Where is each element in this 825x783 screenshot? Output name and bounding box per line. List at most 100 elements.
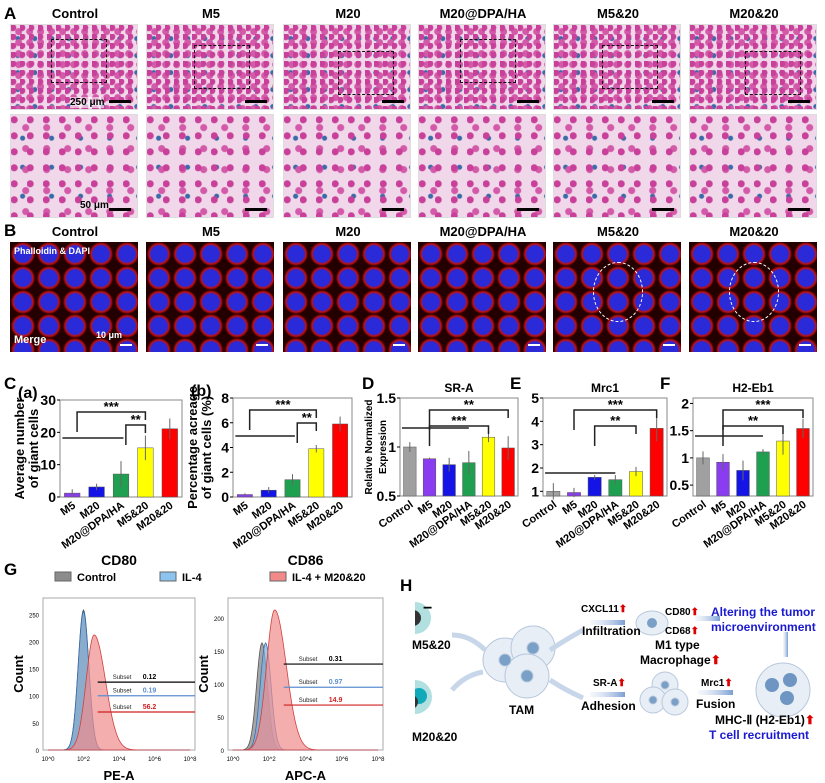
bar-M5 (422, 458, 437, 497)
bar-M20&20 (332, 423, 348, 498)
y-tick-label: 150 (214, 650, 225, 656)
histogram-IL-4 + M20&20 (48, 634, 190, 751)
plot-frame (692, 397, 814, 497)
y-tick-label: 0.5 (670, 477, 690, 493)
group-title: M20 (335, 224, 361, 239)
micrograph-zoomed (146, 114, 274, 218)
significance-bracket (428, 409, 509, 430)
significance-stars: ** (610, 413, 621, 428)
arrow-icon (590, 692, 625, 697)
subset-label: Subset (113, 705, 132, 711)
fluorescence-image (283, 242, 411, 352)
y-tick-label: 0 (36, 749, 40, 755)
y-tick-label: 2 (681, 395, 689, 411)
x-tick-label: 10^6 (148, 757, 161, 763)
y-tick-label: 3 (531, 437, 539, 453)
scale-bar (788, 100, 810, 103)
significance-stars: ** (748, 413, 759, 428)
y-tick-label: 0 (48, 489, 56, 505)
legend-swatch (269, 571, 287, 582)
diagram-graphics (415, 602, 811, 718)
giant-cell-outline (729, 262, 779, 322)
m1-macrophage-icon (635, 610, 669, 636)
significance-stars: ** (131, 412, 142, 427)
significance-stars: ** (464, 397, 475, 412)
panel-f-label: F (660, 374, 671, 393)
scale-bar (652, 208, 674, 211)
x-tick-label: 10^4 (113, 757, 126, 763)
bar-charts: (a)Average number of giant cells0102030M5… (12, 381, 814, 552)
micrograph-overview (689, 24, 817, 110)
x-tick-label: M5 (560, 499, 579, 518)
scale-bar (652, 100, 674, 103)
tam-cells-icon (482, 625, 556, 699)
bar-M5&20 (481, 436, 496, 497)
group-title: M5 (201, 6, 221, 21)
y-axis-label: Count (196, 655, 211, 693)
panel-e-label: E (510, 374, 522, 393)
scalebar-label: 10 μm (96, 330, 123, 340)
subset-value: 0.97 (329, 679, 343, 686)
panel-b-label: B (4, 221, 17, 240)
scalebar-label-bottom: 50 μm (80, 200, 109, 211)
group-title: M5&20 (597, 224, 639, 239)
scale-bar (120, 344, 132, 346)
sub-panel-label: (a) (18, 385, 38, 402)
arrow-icon (451, 632, 487, 652)
arrow-icon (695, 616, 720, 621)
chart-title: Mrc1 (591, 381, 619, 395)
scale-bar (382, 100, 404, 103)
micrograph-overview (553, 24, 681, 110)
y-tick-label: 50 (217, 716, 224, 722)
y-tick-label: 2 (221, 464, 229, 480)
up-arrow-icon: ⬆ (690, 626, 699, 637)
chart-title: SR-A (444, 381, 474, 395)
significance-bracket (593, 425, 637, 446)
fluorescence-image (553, 242, 681, 352)
giant-cell-outline (593, 262, 643, 322)
up-arrow-icon: ⬆ (724, 678, 733, 689)
arrow-icon (450, 669, 484, 692)
significance-stars: *** (755, 397, 771, 412)
x-tick-label: M5 (59, 500, 78, 519)
sub-panel-label: (b) (191, 383, 211, 400)
x-tick-label: Control (670, 499, 709, 531)
subset-label: Subset (113, 689, 132, 695)
plot-frame (542, 397, 668, 497)
group-title: M20@DPA/HA (439, 224, 527, 239)
up-arrow-icon: ⬆ (617, 678, 626, 689)
zoom-region-box (460, 39, 516, 83)
bar-M5&20 (308, 448, 325, 498)
y-tick-label: 0 (221, 749, 225, 755)
zoom-region-box (338, 51, 394, 95)
micrograph-zoomed (553, 114, 681, 218)
arrow-icon (590, 620, 625, 625)
micrograph-overview (283, 24, 411, 110)
y-axis-label: Relative Normalized (364, 399, 375, 494)
x-tick-label: M5 (231, 500, 250, 519)
x-tick-label: 10^2 (263, 757, 276, 763)
x-tick-label: 10^0 (227, 757, 240, 763)
panel-h-label: H (400, 576, 413, 595)
significance-bracket (722, 409, 804, 430)
plot-frame (42, 597, 196, 751)
infiltration-label: Infiltration (582, 624, 641, 638)
mhc-label: MHC-Ⅱ (H2-Eb1)⬆ (715, 713, 815, 727)
legend-label: IL-4 + M20&20 (292, 572, 366, 584)
y-tick-label: 4 (531, 413, 539, 429)
legend-swatch (54, 571, 72, 582)
histogram-title: CD86 (288, 555, 324, 568)
subset-value: 0.19 (143, 688, 157, 695)
group-title: M20&20 (729, 224, 779, 239)
y-tick-label: 2 (531, 460, 539, 476)
significance-stars: *** (608, 397, 624, 412)
y-tick-label: 1.5 (670, 423, 690, 439)
x-tick-label: Control (520, 499, 559, 531)
m1-type-label: M1 type (655, 638, 700, 652)
significance-bracket (125, 424, 147, 445)
scale-bar (517, 208, 539, 211)
tam-label: TAM (509, 703, 535, 717)
y-tick-label: 0 (221, 489, 229, 505)
merge-label: Merge (14, 334, 47, 346)
up-arrow-icon: ⬆ (710, 653, 721, 667)
